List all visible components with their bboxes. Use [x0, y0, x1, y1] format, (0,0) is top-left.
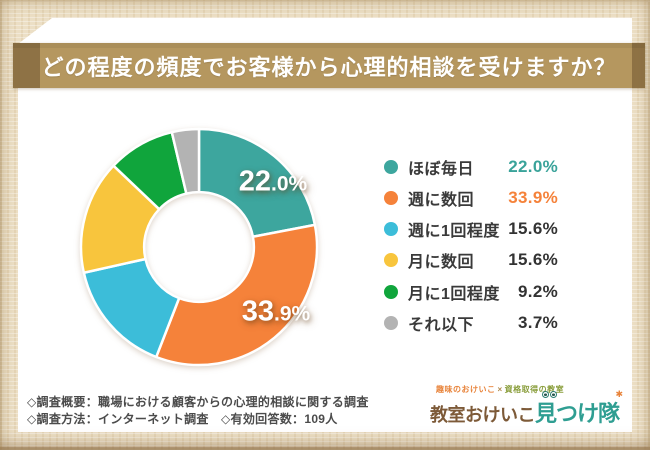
legend-item: 週に1回程度 15.6%: [384, 218, 558, 241]
legend-item: 月に数回 15.6%: [384, 249, 558, 272]
legend-item: それ以下 3.7%: [384, 311, 558, 334]
legend-value: 33.9%: [508, 187, 558, 207]
legend-label: ほぼ毎日: [408, 160, 475, 178]
brand-tagline-left: 趣味のおけいこ: [436, 385, 496, 394]
legend-label: 週に数回: [408, 191, 475, 209]
legend-value: 9.2%: [518, 281, 558, 301]
legend-value: 15.6%: [508, 219, 558, 239]
brand-tagline-separator: ×: [497, 385, 503, 394]
page-title: どの程度の頻度でお客様から心理的相談を受けますか？: [41, 54, 617, 80]
legend-color-dot: [384, 315, 398, 330]
chart-legend: ほぼ毎日 22.0% 週に数回 33.9% 週に1回程度 15.6% 月に数回 …: [384, 155, 558, 343]
slice-label-hobomainichi: 22.0%: [239, 166, 307, 199]
legend-item: 週に数回 33.9%: [384, 186, 558, 209]
legend-value: 22.0%: [508, 156, 558, 176]
brand-tagline: 趣味のおけいこ × 資格取得の教室: [436, 384, 619, 395]
legend-label: 月に数回: [408, 254, 475, 272]
slice-percent-frac: .0%: [271, 172, 308, 196]
survey-notes: ◇調査概要：職場における顧客からの心理的相談に関する調査 ◇調査方法：インターネ…: [27, 394, 369, 428]
donut-slice-1: [155, 223, 319, 367]
slice-percent-frac: .9%: [274, 302, 311, 326]
donut-slice-5: [170, 127, 201, 195]
brand-logo: 趣味のおけいこ × 資格取得の教室 教室おけいこ 見つけ隊 ✱: [430, 384, 623, 428]
frog-eyes-icon: [542, 391, 557, 398]
slice-percent-int: 22: [238, 165, 272, 198]
legend-color-dot: [384, 222, 398, 237]
donut-chart: [79, 127, 319, 367]
legend-label: 週に1回程度: [408, 223, 500, 241]
legend-item: ほぼ毎日 22.0%: [384, 155, 558, 178]
title-banner: どの程度の頻度でお客様から心理的相談を受けますか？: [13, 43, 645, 88]
slice-percent-int: 33: [241, 295, 275, 328]
brand-tagline-right: 資格取得の教室: [504, 385, 565, 394]
legend-label: それ以下: [408, 316, 475, 334]
legend-color-dot: [384, 190, 398, 205]
legend-color-dot: [384, 159, 398, 174]
legend-color-dot: [384, 284, 398, 299]
survey-note-line1: ◇調査概要：職場における顧客からの心理的相談に関する調査: [27, 395, 369, 409]
legend-color-dot: [384, 253, 398, 268]
brand-name-left: 教室おけいこ: [430, 405, 536, 425]
legend-value: 15.6%: [508, 250, 558, 270]
legend-value: 3.7%: [518, 312, 558, 332]
brand-name: 教室おけいこ 見つけ隊 ✱: [430, 389, 623, 428]
donut-slice-0: [197, 127, 317, 238]
legend-label: 月に1回程度: [408, 285, 500, 303]
survey-note-line2: ◇調査方法：インターネット調査 ◇有効回答数：109人: [27, 412, 338, 426]
slice-label-shunisukai: 33.9%: [242, 296, 310, 329]
legend-item: 月に1回程度 9.2%: [384, 280, 558, 303]
brand-name-right: 見つけ隊: [535, 401, 620, 426]
sparkle-icon: ✱: [615, 389, 624, 399]
